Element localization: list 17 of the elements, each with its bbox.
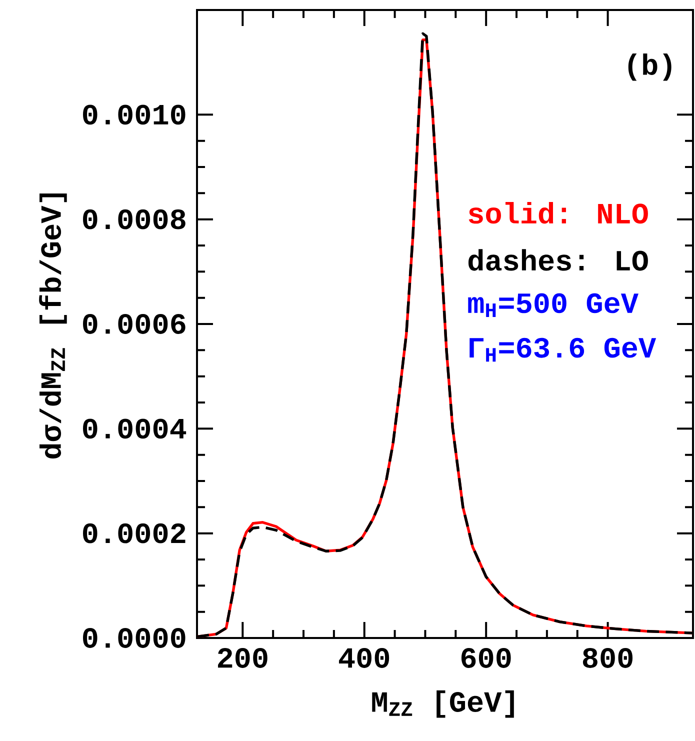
y-axis-title: dσ/dM$_{ZZ}$ [fb/GeV] [39, 193, 67, 458]
annotation: Γ$_{H}$=63.6 GeV [470, 338, 656, 362]
y-tick-label: 0.0000 [83, 628, 186, 648]
y-tick-label: 0.0006 [83, 314, 186, 334]
annotation: solid: NLO [468, 202, 648, 224]
x-tick-label: 200 [218, 648, 268, 668]
x-tick-label: 600 [461, 648, 511, 668]
x-axis-title: M$_{ZZ}$ [GeV] [372, 690, 514, 718]
x-tick-label: 400 [338, 648, 390, 668]
y-tick-label: 0.0010 [83, 104, 186, 125]
annotation: m$_{H}$=500 GeV [468, 293, 638, 318]
y-tick-label: 0.0008 [83, 209, 186, 230]
y-tick-label: 0.0004 [83, 418, 186, 439]
annotation: dashes: LO [468, 249, 648, 271]
x-tick-label: 800 [582, 648, 633, 668]
annotation: (b) [628, 53, 672, 81]
y-tick-label: 0.0002 [83, 523, 186, 544]
